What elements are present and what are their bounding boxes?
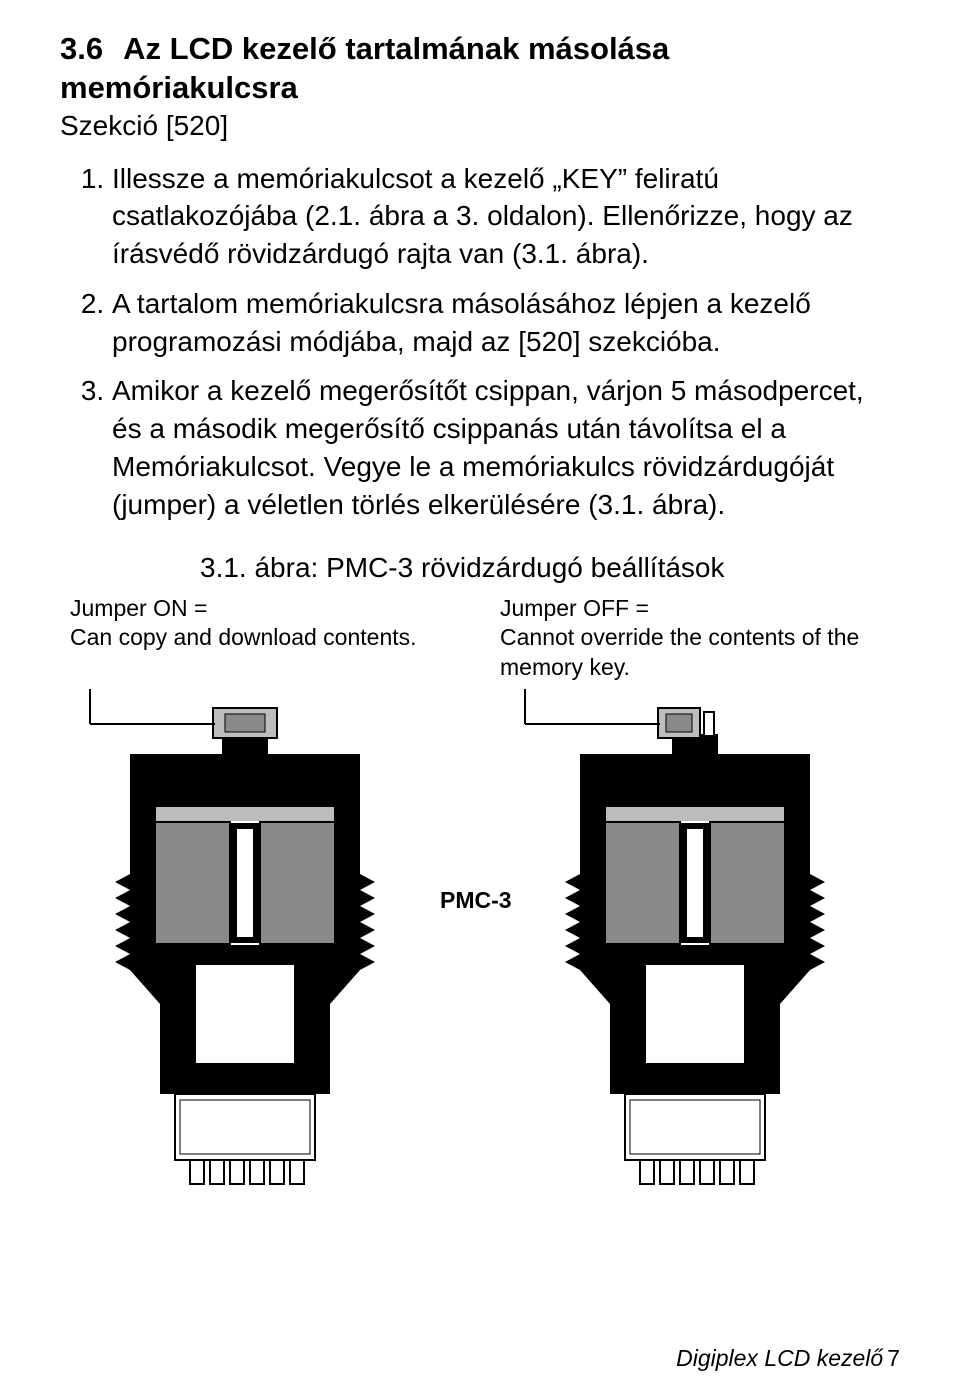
figure-caption: 3.1. ábra: PMC-3 rövidzárdugó beállításo… <box>200 552 900 584</box>
footer-page-number: 7 <box>887 1345 900 1371</box>
document-page: 3.6Az LCD kezelő tartalmának másolása me… <box>0 0 960 1390</box>
label-jumper-on-title: Jumper ON = <box>70 595 207 621</box>
figure-diagram: Jumper ON = Can copy and download conten… <box>60 594 900 1204</box>
section-heading: 3.6Az LCD kezelő tartalmának másolása me… <box>60 30 900 108</box>
section-title: Az LCD kezelő tartalmának másolása memór… <box>60 31 669 105</box>
device-label: PMC-3 <box>440 886 512 915</box>
step-2: A tartalom memóriakulcsra másolásához lé… <box>112 285 900 361</box>
step-1: Illessze a memóriakulcsot a kezelő „KEY”… <box>112 160 900 273</box>
section-number: 3.6 <box>60 30 103 69</box>
label-jumper-on-body: Can copy and download contents. <box>70 624 417 650</box>
label-jumper-off: Jumper OFF = Cannot override the content… <box>500 594 860 682</box>
label-jumper-off-title: Jumper OFF = <box>500 595 649 621</box>
label-jumper-off-body: Cannot override the contents of the memo… <box>500 624 859 679</box>
step-3: Amikor a kezelő megerősítőt csippan, vár… <box>112 372 900 523</box>
section-subtitle: Szekció [520] <box>60 110 900 142</box>
footer-text: Digiplex LCD kezelő <box>676 1345 883 1371</box>
page-footer: Digiplex LCD kezelő7 <box>676 1345 900 1372</box>
steps-list: Illessze a memóriakulcsot a kezelő „KEY”… <box>60 160 900 524</box>
label-jumper-on: Jumper ON = Can copy and download conten… <box>70 594 430 653</box>
